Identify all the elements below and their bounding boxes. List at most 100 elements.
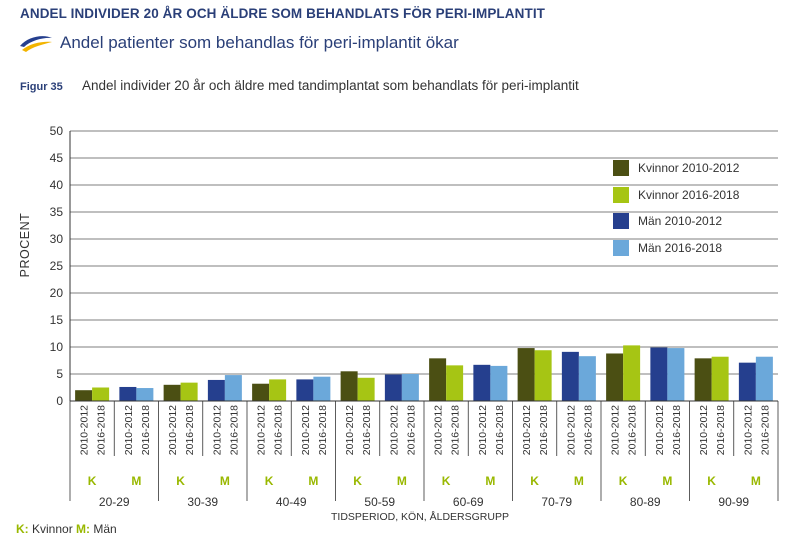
legend-label: Kvinnor 2010-2012 [638, 161, 740, 176]
period-tick-label: 2016-2018 [538, 405, 550, 455]
legend-item: Män 2010-2012 [613, 208, 739, 235]
period-tick-label: 2010-2012 [654, 405, 666, 455]
bar [401, 374, 419, 401]
figure-caption: Figur 35 Andel individer 20 år och äldre… [20, 78, 579, 93]
bar [667, 348, 685, 401]
period-tick-label: 2010-2012 [256, 405, 268, 455]
axes [69, 131, 779, 501]
bar [561, 351, 579, 401]
bar [384, 374, 402, 401]
y-tick-label: 25 [50, 259, 64, 273]
subtitle: Andel patienter som behandlas för peri-i… [60, 33, 459, 52]
bar [650, 347, 668, 401]
period-tick-label: 2016-2018 [450, 405, 462, 455]
page-title: ANDEL INDIVIDER 20 ÅR OCH ÄLDRE SOM BEHA… [20, 6, 546, 21]
period-tick-label: 2016-2018 [184, 405, 196, 455]
legend-item: Kvinnor 2010-2012 [613, 155, 739, 182]
period-tick-label: 2010-2012 [344, 405, 356, 455]
sex-label: K [707, 474, 716, 488]
y-tick-label: 50 [50, 124, 64, 138]
period-tick-label: 2010-2012 [433, 405, 445, 455]
period-tick-label: 2010-2012 [79, 405, 91, 455]
sex-label: K [176, 474, 185, 488]
bars [75, 345, 773, 401]
bar [446, 365, 464, 401]
period-tick-label: 2010-2012 [388, 405, 400, 455]
bar [473, 364, 491, 401]
age-group-label: 60-69 [453, 495, 484, 509]
bar [429, 358, 447, 401]
legend-swatch [613, 213, 629, 230]
y-tick-label: 45 [50, 151, 64, 165]
sex-label: M [751, 474, 761, 488]
sex-label: K [353, 474, 362, 488]
footnote-m-key: M: [76, 522, 91, 536]
y-tick-label: 5 [56, 367, 63, 381]
y-tick-label: 30 [50, 232, 64, 246]
y-tick-label: 40 [50, 178, 64, 192]
bar [207, 379, 225, 401]
period-tick-label: 2016-2018 [96, 405, 108, 455]
sex-label: M [131, 474, 141, 488]
period-tick-label: 2016-2018 [627, 405, 639, 455]
legend-item: Män 2016-2018 [613, 235, 739, 262]
period-tick-label: 2010-2012 [477, 405, 489, 455]
sex-label: K [530, 474, 539, 488]
bar [578, 356, 596, 401]
period-tick-label: 2016-2018 [582, 405, 594, 455]
sex-label: M [397, 474, 407, 488]
sex-label: M [308, 474, 318, 488]
bar [490, 365, 508, 401]
age-group-label: 90-99 [718, 495, 749, 509]
grid-lines [70, 130, 778, 375]
footnote-k-key: K: [16, 522, 29, 536]
figure-title: Andel individer 20 år och äldre med tand… [82, 78, 579, 93]
sex-label: K [265, 474, 274, 488]
sex-label: K [619, 474, 628, 488]
y-axis-label: PROCENT [18, 213, 32, 278]
sex-label: M [662, 474, 672, 488]
bar [269, 379, 287, 401]
sex-label: K [88, 474, 97, 488]
y-tick-label: 15 [50, 313, 64, 327]
sex-label: M [574, 474, 584, 488]
period-tick-label: 2016-2018 [273, 405, 285, 455]
footnote-m-label: Män [93, 522, 117, 536]
period-tick-label: 2010-2012 [521, 405, 533, 455]
bar [163, 384, 181, 401]
bar [694, 358, 712, 401]
bar [119, 386, 137, 401]
x-axis-label: TIDSPERIOD, KÖN, ÅLDERSGRUPP [331, 510, 509, 523]
period-tick-label: 2016-2018 [317, 405, 329, 455]
bar [711, 356, 729, 401]
figure-label: Figur 35 [20, 81, 63, 93]
age-group-label: 70-79 [541, 495, 572, 509]
legend-label: Kvinnor 2016-2018 [638, 187, 740, 202]
y-tick-label: 10 [50, 340, 64, 354]
bar [606, 353, 624, 401]
logo-icon [20, 36, 52, 52]
period-tick-label: 2016-2018 [671, 405, 683, 455]
bar [738, 362, 756, 401]
bar [75, 390, 93, 401]
y-tick-label: 20 [50, 286, 64, 300]
legend: Kvinnor 2010-2012 Kvinnor 2016-2018 Män … [613, 155, 739, 261]
footnote-k-label: Kvinnor [32, 522, 73, 536]
bar [357, 377, 375, 401]
bar [340, 371, 358, 401]
period-tick-label: 2010-2012 [300, 405, 312, 455]
age-group-label: 40-49 [276, 495, 307, 509]
bar [180, 382, 198, 401]
legend-item: Kvinnor 2016-2018 [613, 182, 739, 209]
period-tick-label: 2016-2018 [759, 405, 771, 455]
age-group-label: 50-59 [364, 495, 395, 509]
period-tick-label: 2016-2018 [715, 405, 727, 455]
sex-label: M [485, 474, 495, 488]
period-tick-label: 2016-2018 [405, 405, 417, 455]
period-tick-label: 2010-2012 [698, 405, 710, 455]
age-group-label: 30-39 [187, 495, 218, 509]
bar [224, 375, 242, 401]
legend-swatch [613, 239, 629, 256]
bar [755, 356, 773, 401]
period-tick-label: 2016-2018 [361, 405, 373, 455]
